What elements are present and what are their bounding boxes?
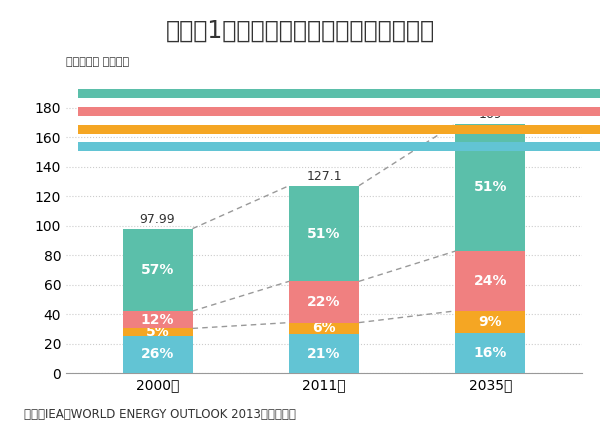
Bar	[455, 124, 526, 251]
Bar	[77, 125, 600, 134]
Text: 22%: 22%	[307, 295, 341, 309]
Text: 24%: 24%	[474, 274, 507, 288]
Text: 出所：IEA「WORLD ENERGY OUTLOOK 2013」より作成: 出所：IEA「WORLD ENERGY OUTLOOK 2013」より作成	[24, 408, 296, 421]
Bar	[122, 311, 193, 329]
Text: 12%: 12%	[141, 313, 174, 327]
Text: 16%: 16%	[474, 346, 507, 360]
Text: 5%: 5%	[146, 325, 169, 339]
Text: 127.1: 127.1	[306, 170, 342, 183]
Bar	[77, 89, 600, 98]
Bar	[455, 311, 526, 333]
Text: 21%: 21%	[307, 346, 341, 361]
Bar	[289, 281, 359, 322]
Text: 97.99: 97.99	[140, 213, 175, 226]
Text: 6%: 6%	[312, 321, 336, 335]
Text: 169: 169	[479, 108, 502, 121]
Bar	[289, 186, 359, 281]
Bar	[455, 333, 526, 373]
Bar	[77, 107, 600, 116]
Text: 世界の1次エネルギー消費の推移と見通し: 世界の1次エネルギー消費の推移と見通し	[166, 18, 434, 43]
Bar	[122, 229, 193, 311]
Bar	[122, 335, 193, 373]
Bar	[455, 251, 526, 311]
Text: 51%: 51%	[474, 181, 507, 194]
Text: 57%: 57%	[141, 263, 174, 277]
Bar	[122, 329, 193, 335]
Bar	[289, 322, 359, 334]
Text: 51%: 51%	[307, 227, 341, 240]
Text: 9%: 9%	[479, 315, 502, 329]
Text: 26%: 26%	[141, 348, 174, 362]
Bar	[77, 142, 600, 151]
Text: （石油換算 億トン）: （石油換算 億トン）	[66, 57, 129, 67]
Bar	[289, 334, 359, 373]
